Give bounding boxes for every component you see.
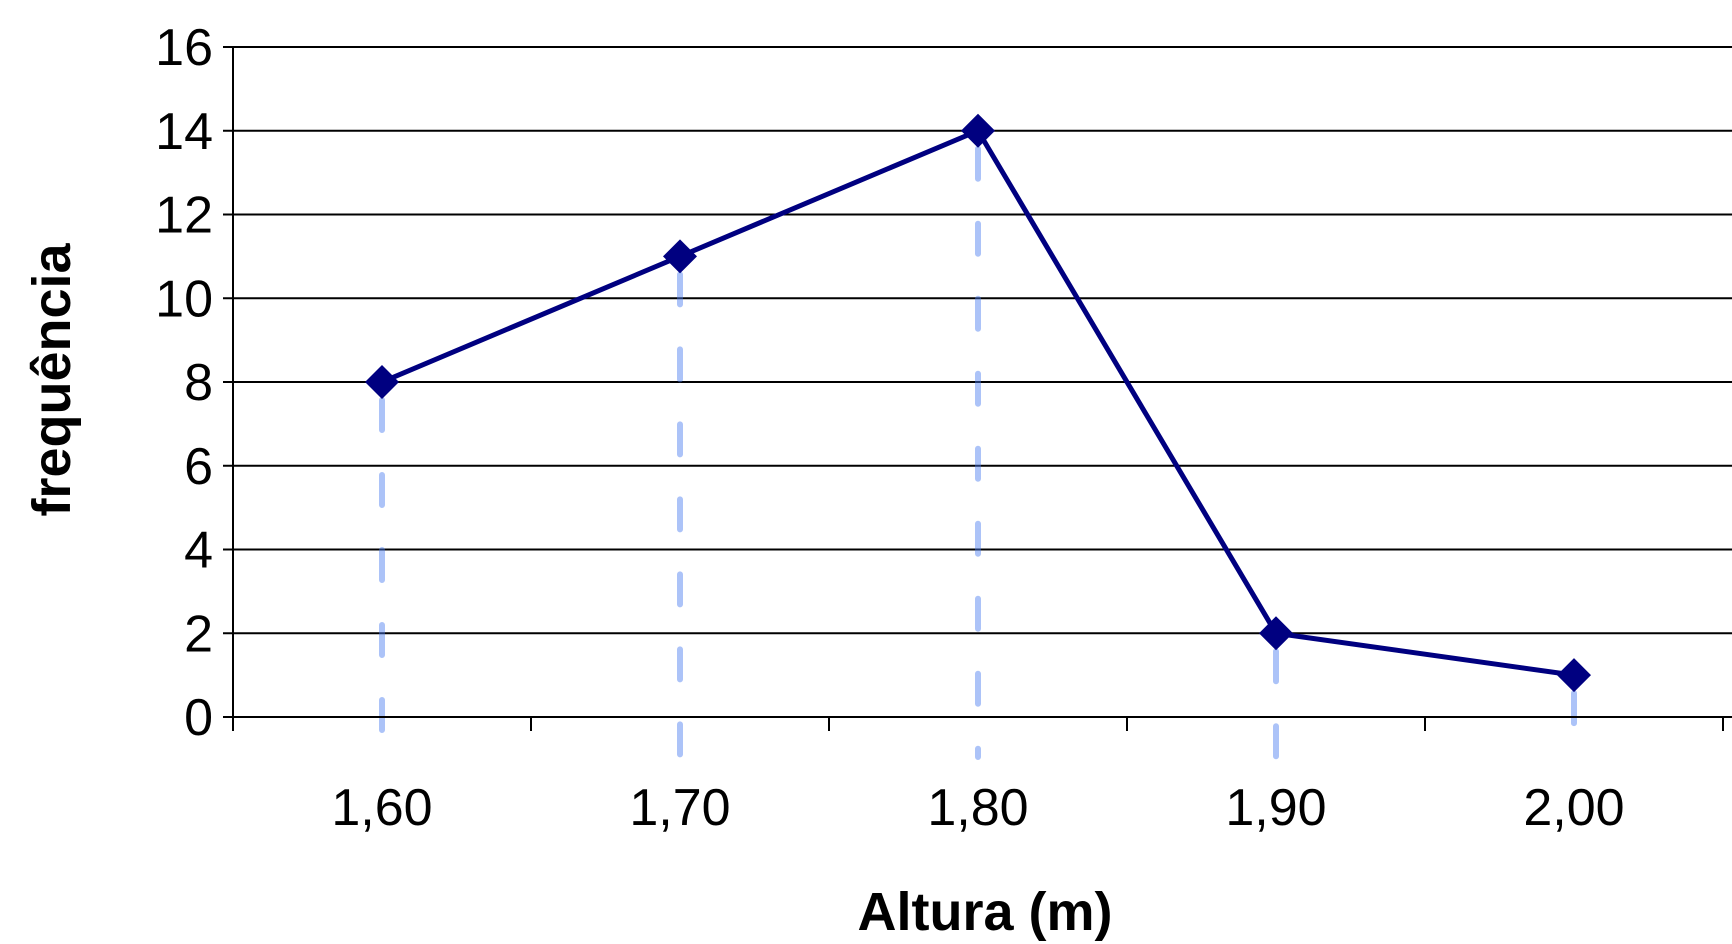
y-tick-label: 10 [155,270,213,328]
x-tick-label: 2,00 [1523,779,1624,837]
data-point [1557,658,1591,693]
x-tick-label: 1,90 [1225,779,1326,837]
x-tick-label: 1,70 [629,779,730,837]
y-tick-label: 0 [184,689,213,747]
grid-lines [233,46,1732,635]
x-axis-ticks: 1,60 1,70 1,80 1,90 2,00 [232,717,1724,837]
y-tick-label: 14 [155,103,213,161]
y-tick-label: 8 [184,354,213,412]
y-tick-label: 16 [155,19,213,77]
y-axis-ticks: 0 2 4 6 8 10 12 14 16 [155,19,233,747]
x-axis-title: Altura (m) [858,882,1113,942]
y-tick-label: 6 [184,438,213,496]
drop-lines [379,145,1577,760]
data-point [663,239,697,274]
y-tick-label: 12 [155,187,213,245]
y-tick-label: 4 [184,522,213,580]
x-tick-label: 1,80 [927,779,1028,837]
y-axis-title: frequência [22,242,82,516]
data-point [365,365,399,399]
data-point [961,113,995,148]
data-point [1259,616,1293,651]
series-layer [365,113,1591,693]
x-tick-label: 1,60 [331,779,432,837]
y-tick-label: 2 [184,605,213,663]
